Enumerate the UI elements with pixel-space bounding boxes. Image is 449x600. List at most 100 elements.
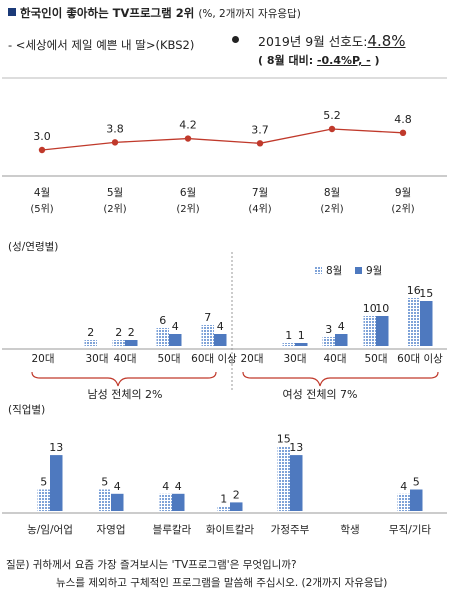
trend-point: [399, 129, 407, 137]
title-note: (%, 2개까지 자유응답): [198, 8, 301, 20]
bar-sep-label: 4: [217, 320, 224, 333]
legend-sep-swatch: [355, 267, 362, 274]
bar-aug-label: 4: [400, 480, 407, 493]
preference-label-text: 2019년 9월 선호도:: [258, 34, 368, 49]
footer-question: 질문) 귀하께서 요즘 가장 즐겨보시는 'TV프로그램'은 무엇입니까?: [6, 559, 297, 571]
category-tick-label: 30대: [85, 353, 108, 365]
bar-sep: [295, 343, 308, 346]
bar-aug: [363, 316, 376, 346]
preference-change-prefix: ( 8월 대비:: [258, 54, 314, 67]
bar-sep: [169, 334, 182, 346]
footer-question-detail: 뉴스를 제외하고 구체적인 프로그램을 말씀해 주십시오. (2개까지 자유응답…: [56, 577, 388, 589]
bar-aug: [217, 506, 230, 511]
trend-point: [256, 140, 264, 147]
bar-sep: [376, 316, 389, 346]
bar-aug: [156, 328, 169, 346]
trend-value-label: 5.2: [323, 109, 341, 122]
bar-aug-label: 1: [220, 493, 227, 506]
bar-sep: [125, 340, 138, 346]
month-tick-label: 7월: [252, 187, 268, 199]
bullet-icon: [232, 36, 239, 43]
preference-change-value: -0.4%P, -: [316, 54, 371, 67]
bar-aug-label: 15: [277, 433, 291, 446]
bar-aug-label: 5: [101, 476, 108, 489]
bar-aug-label: 5: [40, 476, 47, 489]
bar-aug: [159, 493, 172, 511]
legend-sep-label: 9월: [366, 265, 382, 277]
subtitle: - <세상에서 제일 예쁜 내 딸>(KBS2): [8, 38, 195, 52]
trend-value-label: 3.0: [33, 130, 51, 143]
title-text: 한국인이 좋아하는 TV프로그램 2위: [20, 6, 195, 20]
category-tick-label: 60대 이상: [397, 353, 443, 365]
rank-tick-label: (2위): [391, 202, 414, 215]
category-tick-label: 학생: [340, 524, 359, 536]
bar-sep: [230, 502, 243, 511]
rank-tick-label: (5위): [30, 202, 53, 215]
bar-aug-label: 7: [204, 311, 211, 324]
preference-label: 2019년 9월 선호도:4.8%: [258, 31, 406, 50]
category-tick-label: 가정주부: [271, 524, 310, 536]
category-tick-label: 농/임/어업: [27, 523, 73, 536]
bar-sep-label: 10: [375, 302, 389, 315]
rank-tick-label: (2위): [103, 202, 126, 215]
bar-aug-label: 10: [363, 302, 377, 315]
title-square-icon: [8, 8, 16, 16]
category-tick-label: 30대: [283, 353, 306, 365]
month-tick-label: 6월: [180, 187, 196, 199]
bar-sep: [50, 455, 63, 511]
trend-point: [111, 139, 119, 146]
bar-aug: [282, 343, 295, 346]
bar-sep-label: 13: [49, 441, 63, 454]
month-tick-label: 4월: [34, 187, 50, 199]
bar-aug: [98, 489, 111, 511]
bar-aug-label: 1: [285, 329, 292, 342]
bar-sep: [335, 334, 348, 346]
category-tick-label: 무직/기타: [389, 524, 432, 536]
bar-sep-label: 4: [114, 480, 121, 493]
bar-sep-label: 2: [233, 488, 240, 501]
rank-tick-label: (2위): [176, 202, 199, 215]
category-tick-label: 20대: [31, 353, 54, 365]
trend-value-label: 4.8: [394, 113, 412, 126]
bar-aug-label: 16: [407, 284, 421, 297]
female-total-label: 여성 전체의 7%: [282, 388, 357, 401]
bar-aug-label: 4: [162, 480, 169, 493]
bar-sep: [290, 455, 303, 511]
preference-change-suffix: ): [374, 54, 380, 67]
trend-point: [184, 135, 192, 142]
legend-aug-swatch: [315, 267, 322, 274]
age-section-label: (성/연령별): [8, 241, 59, 253]
bar-aug-label: 3: [325, 323, 332, 336]
male-total-label: 남성 전체의 2%: [87, 388, 162, 401]
category-tick-label: 40대: [323, 353, 346, 365]
bar-sep-label: 4: [172, 320, 179, 333]
bar-aug: [201, 325, 214, 346]
bar-sep: [172, 493, 185, 511]
trend-point: [38, 146, 46, 154]
category-tick-label: 자영업: [97, 523, 126, 536]
bar-sep-label: 15: [419, 287, 433, 300]
preference-change: ( 8월 대비: -0.4%P, - ): [258, 52, 380, 68]
bar-aug-label: 2: [87, 326, 94, 339]
bar-sep: [410, 489, 423, 511]
bar-sep: [420, 301, 433, 346]
bar-sep-label: 4: [338, 320, 345, 333]
bar-aug: [112, 340, 125, 346]
rank-tick-label: (4위): [248, 202, 271, 215]
bar-aug-label: 6: [159, 314, 166, 327]
bar-aug: [407, 298, 420, 346]
job-section-label: (직업별): [8, 404, 46, 416]
trend-value-label: 4.2: [179, 119, 197, 132]
bar-aug: [397, 493, 410, 511]
bar-sep-label: 13: [289, 441, 303, 454]
trend-line-chart: 3.0 3.8 4.2 3.7 5.2 4.8 4월 (5위) 5월 (2위) 6월 (2위) 7월 (4…: [30, 109, 414, 215]
month-tick-label: 5월: [107, 187, 123, 199]
bar-sep-label: 2: [128, 326, 135, 339]
legend-aug-label: 8월: [326, 265, 342, 277]
bar-aug: [277, 446, 290, 511]
bar-aug: [84, 340, 97, 346]
trend-point: [328, 125, 336, 133]
